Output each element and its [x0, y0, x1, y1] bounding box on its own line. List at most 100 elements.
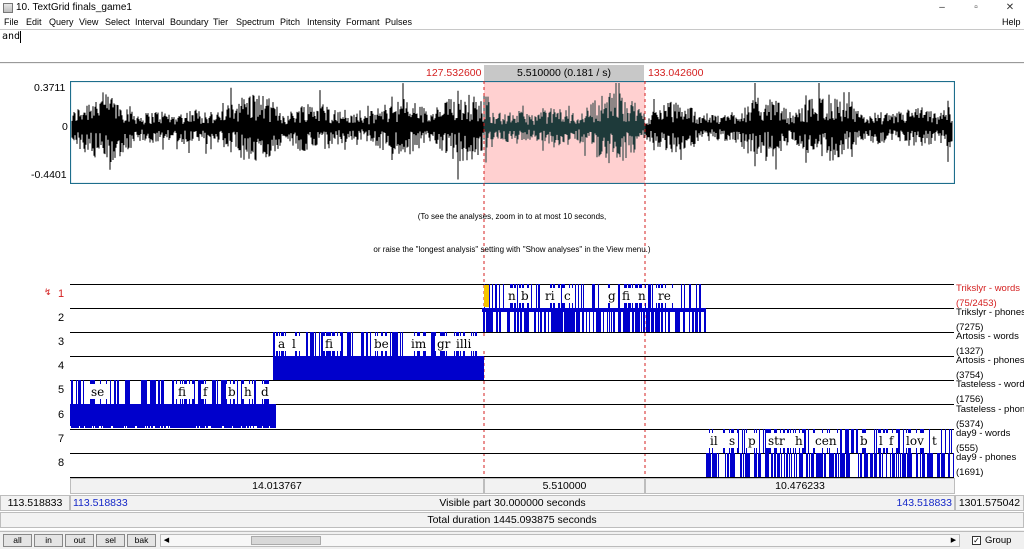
tier2-boundary[interactable] [583, 308, 584, 332]
tier5-interval-label[interactable]: h [244, 385, 252, 399]
tier2-boundary[interactable] [657, 308, 658, 332]
tier2-boundary[interactable] [499, 308, 500, 332]
tier8-boundary[interactable] [872, 453, 873, 477]
tier8-boundary[interactable] [706, 453, 707, 477]
tier8-boundary[interactable] [784, 453, 785, 477]
tier-number-1[interactable]: 1 [57, 288, 65, 300]
tier2-boundary[interactable] [558, 308, 559, 332]
tier8-boundary[interactable] [821, 453, 823, 477]
tier5-boundary[interactable] [127, 380, 128, 404]
tier1-boundary[interactable] [592, 284, 593, 308]
tier2-boundary[interactable] [655, 308, 656, 332]
tier8-boundary[interactable] [928, 453, 929, 477]
tier2-boundary[interactable] [497, 308, 498, 332]
tier8-boundary[interactable] [774, 453, 775, 477]
tier-number-8[interactable]: 8 [57, 457, 65, 469]
tier8-boundary[interactable] [920, 453, 921, 477]
tier2-boundary[interactable] [635, 308, 637, 332]
tier3-boundary[interactable] [402, 332, 403, 356]
tier7-boundary[interactable] [949, 429, 950, 453]
tier2-boundary[interactable] [528, 308, 529, 332]
tier8-boundary[interactable] [840, 453, 841, 477]
tier1-boundary[interactable] [618, 284, 619, 308]
scrollbar-thumb[interactable] [251, 536, 321, 545]
tier3-boundary[interactable] [315, 332, 316, 356]
tier2-boundary[interactable] [676, 308, 677, 332]
tier2-boundary[interactable] [684, 308, 685, 332]
zoom-selection-button[interactable]: sel [96, 534, 125, 547]
tier2-boundary[interactable] [665, 308, 666, 332]
tier3-interval-label[interactable]: a [278, 337, 285, 351]
tier8-boundary[interactable] [876, 453, 877, 477]
tier3-boundary[interactable] [431, 332, 432, 356]
tier1-boundary[interactable] [492, 284, 493, 308]
tier8-boundary[interactable] [812, 453, 813, 477]
tier5-boundary[interactable] [161, 380, 162, 404]
tier2-boundary[interactable] [559, 308, 561, 332]
tier2-boundary[interactable] [626, 308, 628, 332]
tier2-boundary[interactable] [628, 308, 630, 332]
tier2-boundary[interactable] [699, 308, 700, 332]
tier7-boundary[interactable] [853, 429, 854, 453]
tier7-boundary[interactable] [759, 429, 760, 453]
tier8-boundary[interactable] [778, 453, 779, 477]
tier8-boundary[interactable] [707, 453, 708, 477]
editor-canvas[interactable]: 127.532600 5.510000 (0.181 / s) 133.0426… [0, 64, 1024, 530]
tier1-boundary[interactable] [583, 284, 584, 308]
tier1-boundary[interactable] [517, 284, 518, 308]
total-duration-bar[interactable]: Total duration 1445.093875 seconds [0, 512, 1024, 528]
tier2-boundary[interactable] [668, 308, 669, 332]
tier5-boundary[interactable] [223, 380, 225, 404]
tier8-boundary[interactable] [740, 453, 742, 477]
tier2-boundary[interactable] [517, 308, 518, 332]
tier2-boundary[interactable] [525, 308, 526, 332]
tier2-boundary[interactable] [570, 308, 571, 332]
tier2-boundary[interactable] [661, 308, 662, 332]
selected-duration-bar[interactable]: 5.510000 [484, 478, 645, 494]
tier8-boundary[interactable] [731, 453, 733, 477]
tier7-boundary[interactable] [929, 429, 930, 453]
tier8-boundary[interactable] [879, 453, 881, 477]
tier5-boundary[interactable] [115, 380, 116, 404]
tier5-interval-label[interactable]: fi [178, 385, 186, 399]
tier1-boundary[interactable] [690, 284, 691, 308]
tier2-boundary[interactable] [623, 308, 624, 332]
tier8-boundary[interactable] [745, 453, 746, 477]
tier-number-2[interactable]: 2 [57, 312, 65, 324]
tier3-boundary[interactable] [273, 332, 275, 356]
tier5-boundary[interactable] [129, 380, 130, 404]
tier2-boundary[interactable] [689, 308, 690, 332]
tier2-boundary[interactable] [599, 308, 600, 332]
tier1-boundary[interactable] [649, 284, 650, 308]
tier5-boundary[interactable] [110, 380, 111, 404]
tier5-boundary[interactable] [215, 380, 216, 404]
tier2-boundary[interactable] [568, 308, 570, 332]
tier7-interval-label[interactable]: lov [906, 434, 924, 448]
tier2-boundary[interactable] [607, 308, 608, 332]
tier1-boundary[interactable] [619, 284, 620, 308]
tier2-boundary[interactable] [487, 308, 488, 332]
tier2-boundary[interactable] [566, 308, 567, 332]
tier2-boundary[interactable] [574, 308, 575, 332]
tier-number-4[interactable]: 4 [57, 360, 65, 372]
tier2-boundary[interactable] [696, 308, 697, 332]
tier5-boundary[interactable] [150, 380, 152, 404]
tier8-boundary[interactable] [924, 453, 925, 477]
tier-number-6[interactable]: 6 [57, 409, 65, 421]
tier7-boundary[interactable] [903, 429, 904, 453]
tier8-boundary[interactable] [765, 453, 766, 477]
tier8-boundary[interactable] [816, 453, 817, 477]
tier5-boundary[interactable] [128, 380, 129, 404]
tier2-boundary[interactable] [646, 308, 647, 332]
tier3-boundary[interactable] [321, 332, 323, 356]
tier3-boundary[interactable] [361, 332, 362, 356]
tier5-boundary[interactable] [154, 380, 156, 404]
tier8-boundary[interactable] [709, 453, 711, 477]
tier8-boundary[interactable] [743, 453, 744, 477]
tier5-boundary[interactable] [125, 380, 127, 404]
tier7-boundary[interactable] [847, 429, 848, 453]
tier8-boundary[interactable] [908, 453, 910, 477]
tier5-boundary[interactable] [79, 380, 80, 404]
tier2-boundary[interactable] [658, 308, 660, 332]
menu-file[interactable]: File [4, 17, 19, 27]
